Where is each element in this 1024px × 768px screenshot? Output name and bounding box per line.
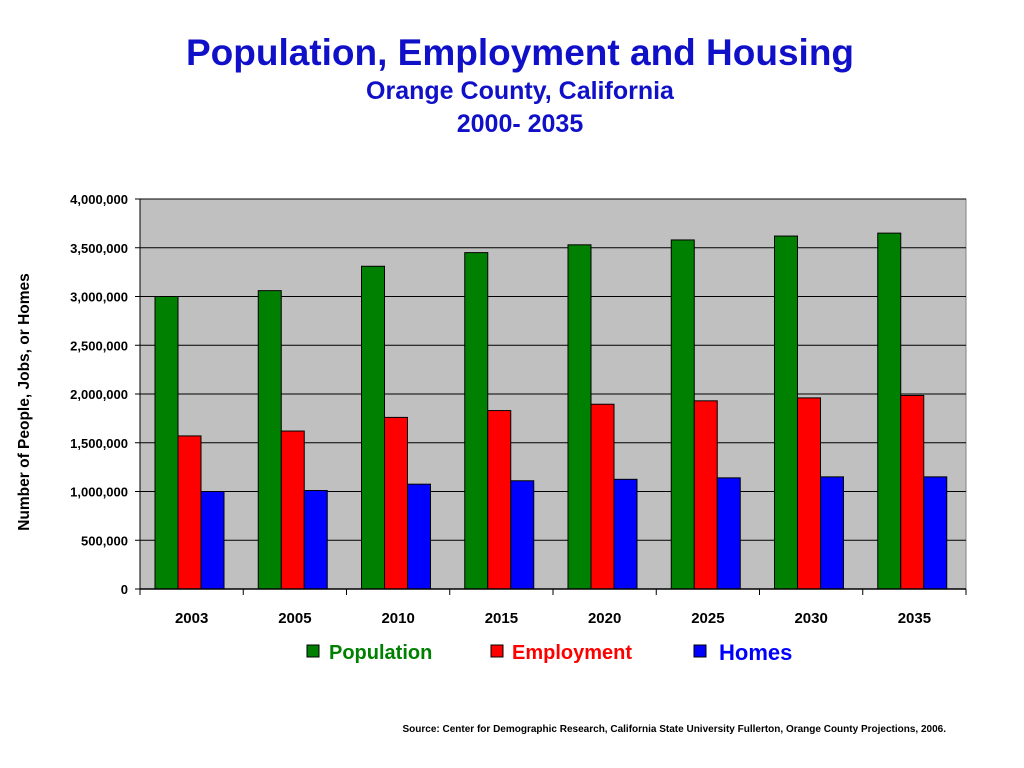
x-tick-label: 2025 (691, 610, 724, 627)
bar-homes-2020 (613, 478, 638, 590)
x-tick-label: 2015 (485, 610, 518, 627)
bar-employment-2035 (900, 394, 925, 590)
bar-population-2020 (567, 244, 592, 590)
y-tick-label: 1,500,000 (70, 436, 128, 451)
y-tick-label: 0 (121, 582, 128, 597)
bar-population-2005 (257, 290, 282, 590)
x-tick-labels: 2003 2005 2010 2015 2020 2025 2030 2035 (175, 610, 931, 627)
bar-population-2030 (774, 235, 798, 590)
bar-homes-2025 (716, 477, 741, 590)
axes (135, 198, 967, 595)
bar-homes-2003 (200, 491, 225, 590)
x-tick-label: 2020 (588, 610, 621, 627)
bar-employment-2020 (590, 403, 615, 590)
x-tick-label: 2010 (381, 610, 414, 627)
x-tick-label: 2005 (278, 610, 311, 627)
legend-swatch-population (306, 644, 320, 658)
y-tick-label: 4,000,000 (70, 192, 128, 207)
bar-employment-2015 (487, 410, 512, 590)
bar-homes-2010 (407, 483, 431, 590)
bar-homes-2015 (510, 480, 535, 590)
source-note: Source: Center for Demographic Research,… (402, 724, 946, 735)
bar-employment-2025 (693, 400, 718, 590)
chart-period: 2000- 2035 (456, 110, 584, 138)
bar-population-2035 (877, 232, 902, 590)
y-tick-label: 3,000,000 (70, 290, 128, 305)
chart-subtitle: Orange County, California (366, 77, 674, 105)
y-tick-label: 2,000,000 (70, 387, 128, 402)
legend-label-homes: Homes (719, 640, 792, 665)
legend-swatch-employment (490, 644, 504, 658)
y-tick-labels: 0 500,000 1,000,000 1,500,000 2,000,000 2,500… (70, 192, 128, 597)
bar-employment-2010 (384, 416, 408, 590)
legend-swatch-homes (693, 644, 707, 658)
bar-homes-2035 (923, 476, 948, 590)
bar-population-2025 (670, 239, 695, 590)
legend-label-population: Population (329, 642, 432, 664)
chart-titles: Population, Employment and Housing Orang… (0, 30, 1024, 141)
chart-title: Population, Employment and Housing (185, 32, 855, 73)
bar-employment-2030 (797, 397, 821, 590)
x-tick-label: 2003 (175, 610, 208, 627)
y-tick-label: 3,500,000 (70, 241, 128, 256)
x-tick-label: 2030 (794, 610, 827, 627)
bar-population-2015 (464, 252, 489, 590)
legend-label-employment: Employment (512, 642, 632, 664)
y-tick-label: 500,000 (81, 533, 128, 548)
bar-homes-2005 (303, 490, 328, 590)
bar-employment-2005 (280, 430, 305, 590)
x-tick-label: 2035 (898, 610, 931, 627)
y-tick-label: 1,000,000 (70, 485, 128, 500)
bar-homes-2030 (820, 476, 844, 590)
bar-population-2003 (154, 296, 179, 590)
bar-employment-2003 (177, 435, 202, 590)
bar-population-2010 (361, 265, 385, 590)
legend: Population Employment Homes (306, 640, 792, 665)
bars (154, 232, 948, 590)
y-axis-label: Number of People, Jobs, or Homes (16, 273, 33, 531)
y-tick-label: 2,500,000 (70, 338, 128, 353)
